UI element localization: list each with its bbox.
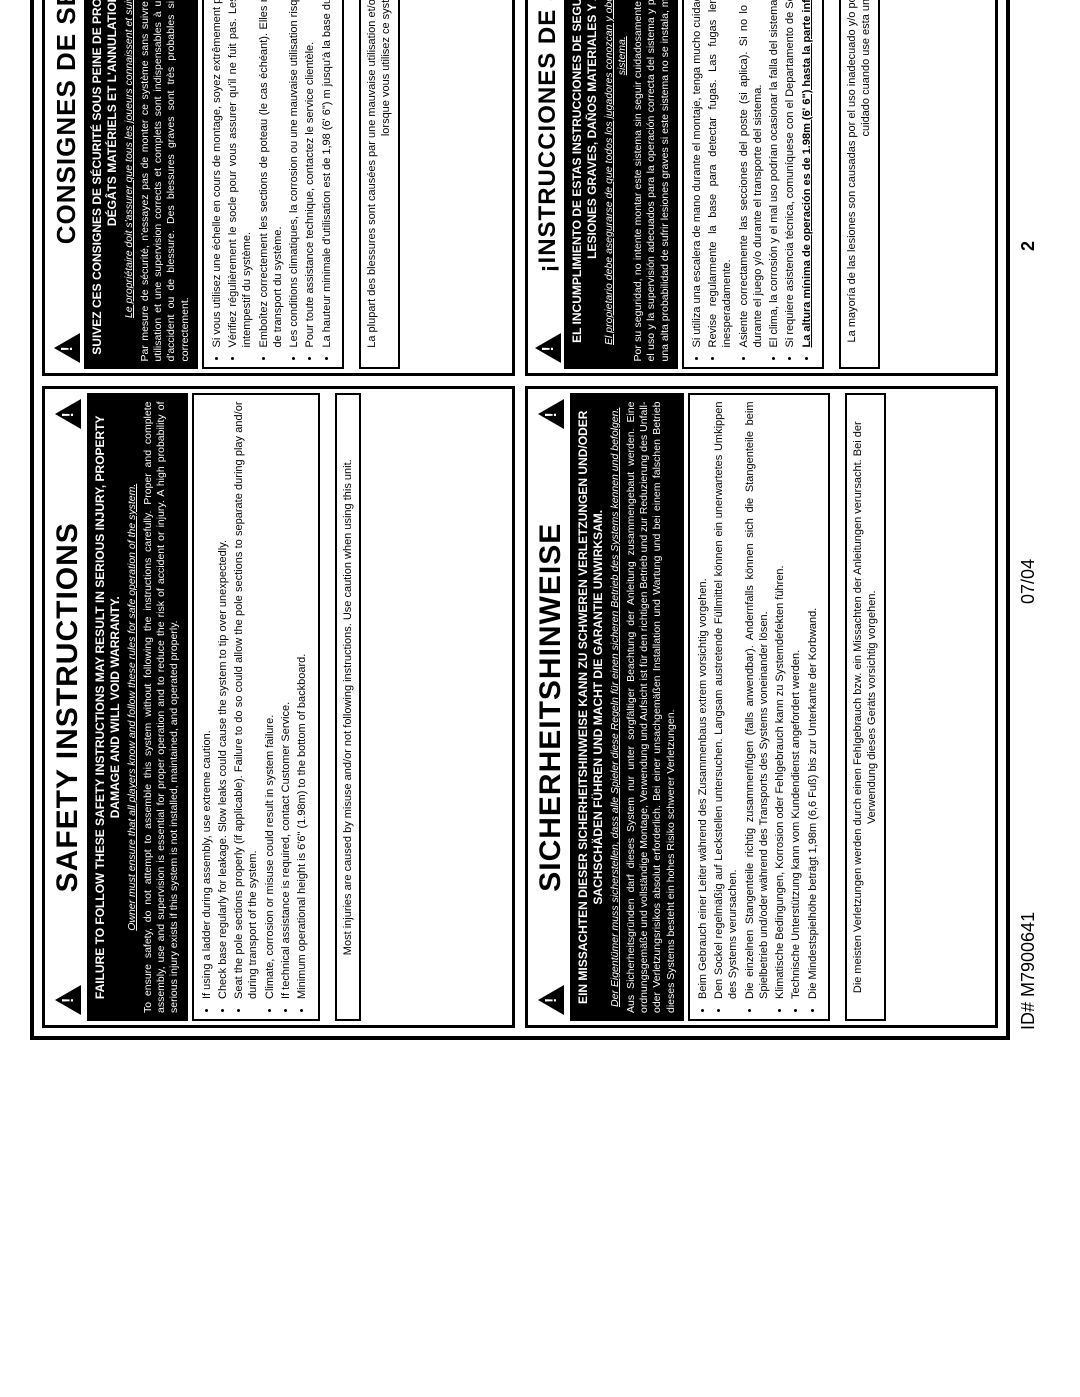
bullets-en: If using a ladder during assembly, use e… [192,394,320,1022]
bullet-item: Technische Unterstützung kann vom Kunden… [789,402,803,1000]
warning-icon [55,400,81,430]
footnote-es: La mayoría de las lesiones son causadas … [839,0,880,370]
title-fr: CONSIGNES DE SÉCURITÉ ! [51,0,82,334]
title-bar-fr: CONSIGNES DE SÉCURITÉ ! [49,0,84,370]
footnote-de: Die meisten Verletzungen werden durch ei… [845,394,886,1022]
warning-icon [538,985,564,1015]
bullet-item: Si vous utilisez une échelle en cours de… [210,0,224,348]
bullet-item: El clima, la corrosión y el mal uso podr… [767,0,781,348]
warning-body: To ensure safety, do not attempt to asse… [142,402,181,1014]
bullet-item: Pour toute assistance technique, contact… [303,0,317,348]
warning-heading: SUIVEZ CES CONSIGNES DE SÉCURITÉ SOUS PE… [90,0,120,362]
bullet-item: Beim Gebrauch einer Leiter während des Z… [696,402,710,1000]
bullet-item: Si requiere asistencia técnica, comuníqu… [783,0,797,348]
panel-de: SICHERHEITSHINWEISE EIN MISSACHTEN DIESE… [525,387,998,1029]
warning-heading: FAILURE TO FOLLOW THESE SAFETY INSTRUCTI… [93,402,123,1014]
bullet-item: Den Sockel regelmäßig auf Leckstellen un… [712,402,741,1000]
bullets-fr: Si vous utilisez une échelle en cours de… [202,0,344,370]
bullet-item: Revise regularmente la base para detecta… [706,0,735,348]
title-bar-en: SAFETY INSTRUCTIONS [49,394,87,1022]
bullet-item: La hauteur minimale d'utilisation est de… [320,0,334,348]
bullet-item: Seat the pole sections properly (if appl… [232,402,261,1000]
bullet-item: Emboîtez correctement les sections de po… [257,0,286,348]
footnote-fr: La plupart des blessures sont causées pa… [359,0,400,370]
warning-heading: EL INCUMPLIMIENTO DE ESTAS INSTRUCCIONES… [570,0,600,362]
bullet-item: Minimum operational height is 6'6" (1.98… [295,402,309,1000]
page-number: 2 [1018,241,1039,251]
warning-icon [535,334,561,364]
footnote-en: Most injuries are caused by misuse and/o… [335,394,361,1022]
title-bar-es: ¡INSTRUCCIONES DE SEGURIDAD! [532,0,564,370]
bullet-item: Vérifiez régulièrement le socle pour vou… [226,0,255,348]
panel-en: SAFETY INSTRUCTIONS FAILURE TO FOLLOW TH… [42,387,515,1029]
bullet-item: Die Mindestspielhöhe beträgt 1,98m (6,6 … [806,402,820,1000]
warning-body: Por su seguridad, no intente montar este… [632,0,671,362]
warning-box-de: EIN MISSACHTEN DIESER SICHERHEITSHINWEIS… [570,394,684,1022]
warning-subheading: Der Eigentümer muss sicherstellen, dass … [609,402,622,1014]
warning-subheading: Le propriétaire doit s'assurer que tous … [123,0,136,362]
panel-es: ¡INSTRUCCIONES DE SEGURIDAD! EL INCUMPLI… [525,0,998,377]
warning-icon [55,985,81,1015]
bullet-item: If using a ladder during assembly, use e… [200,402,214,1000]
bullet-underline: La altura mínima de operación es de 1.98… [801,0,813,348]
warning-box-en: FAILURE TO FOLLOW THESE SAFETY INSTRUCTI… [87,394,188,1022]
bullet-item: If technical assistance is required, con… [279,402,293,1000]
warning-body: Aus Sicherheitsgründen darf dieses Syste… [625,402,678,1014]
bullet-item: Climate, corrosion or misuse could resul… [263,402,277,1000]
warning-box-es: EL INCUMPLIMIENTO DE ESTAS INSTRUCCIONES… [564,0,678,370]
bullet-item: Si utiliza una escalera de mano durante … [690,0,704,348]
page-rotated: SAFETY INSTRUCTIONS FAILURE TO FOLLOW TH… [0,0,1080,1080]
panel-fr: CONSIGNES DE SÉCURITÉ ! SUIVEZ CES CONSI… [42,0,515,377]
warning-subheading: El propietario debe asegurarse de que to… [603,0,629,362]
bullets-es: Si utiliza una escalera de mano durante … [682,0,824,370]
bullet-item: Check base regularly for leakage. Slow l… [216,402,230,1000]
title-es: ¡INSTRUCCIONES DE SEGURIDAD! [534,0,562,334]
bullet-item: Asiente correctamente las secciones del … [737,0,766,348]
page-footer: ID# M7900641 07/04 2 [1018,0,1039,1040]
row-bottom: SICHERHEITSHINWEISE EIN MISSACHTEN DIESE… [525,0,998,1028]
warning-icon [54,334,80,364]
warning-box-fr: SUIVEZ CES CONSIGNES DE SÉCURITÉ SOUS PE… [84,0,198,370]
bullet-item: Les conditions climatiques, la corrosion… [287,0,301,348]
warning-icon [538,400,564,430]
outer-border: SAFETY INSTRUCTIONS FAILURE TO FOLLOW TH… [30,0,1010,1040]
bullet-item: Die einzelnen Stangenteile richtig zusam… [743,402,772,1000]
title-bar-de: SICHERHEITSHINWEISE [532,394,570,1022]
warning-heading: EIN MISSACHTEN DIESER SICHERHEITSHINWEIS… [576,402,606,1014]
warning-body: Par mesure de sécurité, n'essayez pas de… [139,0,192,362]
bullets-de: Beim Gebrauch einer Leiter während des Z… [688,394,830,1022]
title-en: SAFETY INSTRUCTIONS [51,430,85,986]
row-top: SAFETY INSTRUCTIONS FAILURE TO FOLLOW TH… [42,0,515,1028]
bullet-item: Klimatische Bedingungen, Korrosion oder … [773,402,787,1000]
warning-subheading: Owner must ensure that all players know … [126,402,139,1014]
bullet-item: La altura mínima de operación es de 1.98… [800,0,814,348]
doc-id: ID# M7900641 [1018,912,1039,1030]
doc-date: 07/04 [1018,559,1039,604]
title-de: SICHERHEITSHINWEISE [534,430,568,986]
